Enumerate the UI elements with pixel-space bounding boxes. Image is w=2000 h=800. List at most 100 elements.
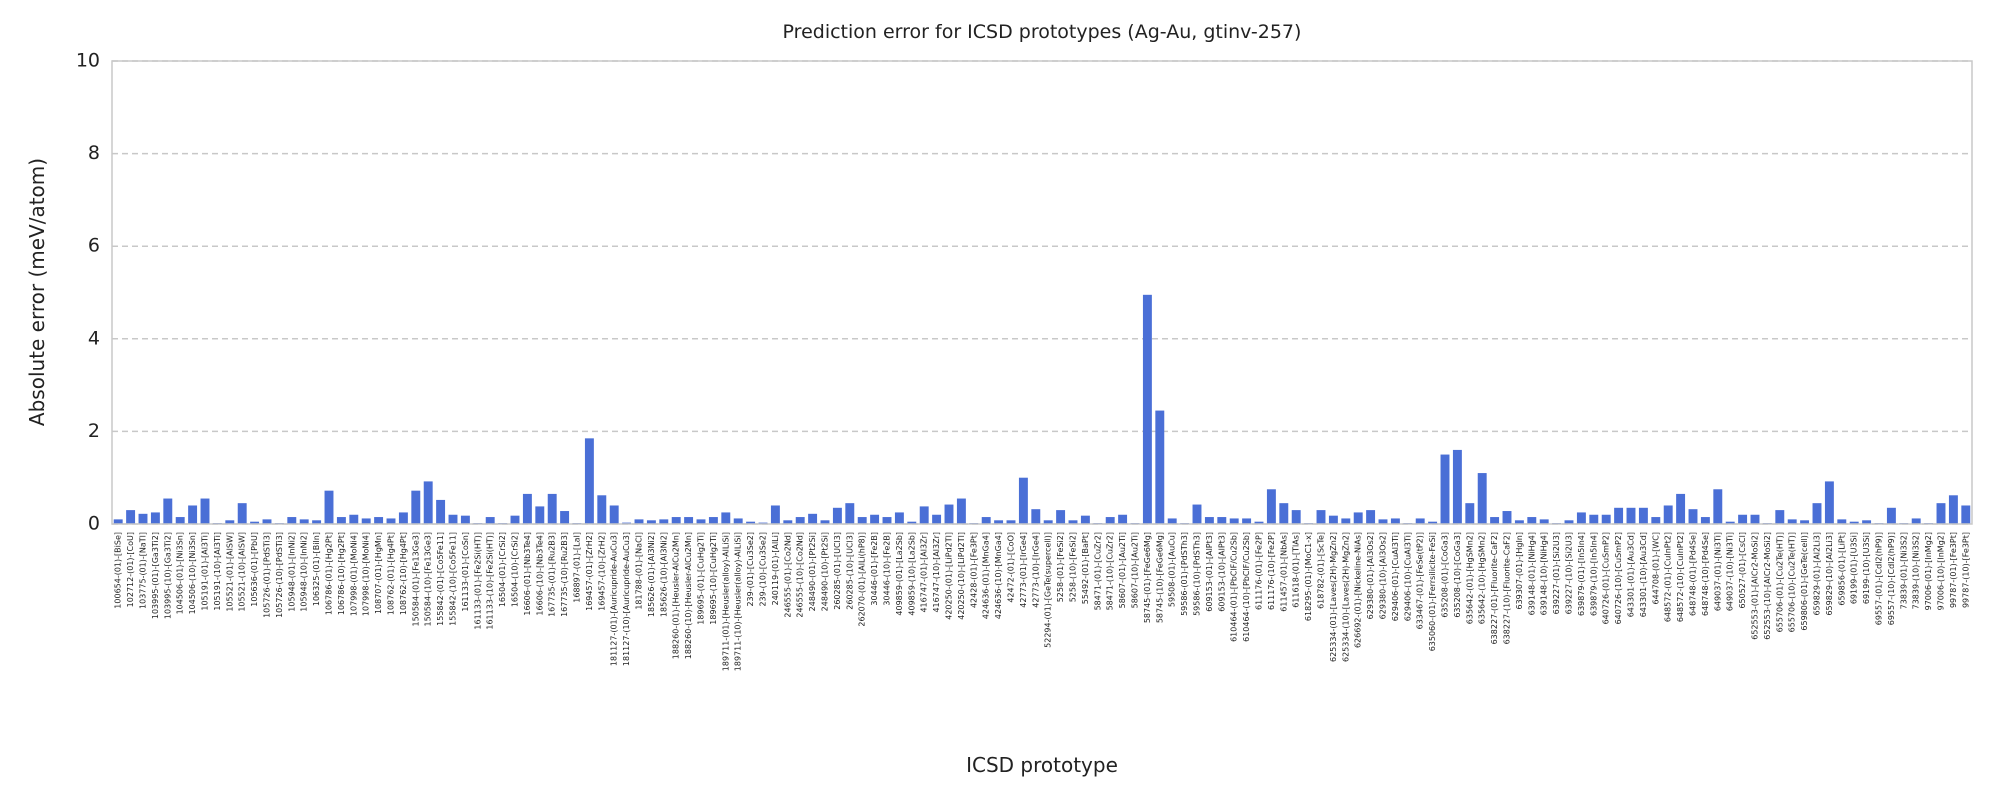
bar (485, 517, 495, 524)
bar (1080, 515, 1090, 524)
bar (1192, 504, 1202, 524)
bar (1651, 517, 1661, 524)
bar (312, 520, 322, 524)
x-tick-label: 185626-(10)-[Al3Ni2] (659, 532, 668, 617)
bar (1056, 510, 1066, 524)
x-tick-label: 108707-(01)-[HgMn] (374, 532, 383, 614)
bar (113, 519, 123, 524)
bar (374, 517, 384, 524)
x-tick-label: 73839-(01)-[Ni3S2] (1899, 532, 1908, 609)
bar (1428, 521, 1438, 524)
x-tick-label: 58607-(10)-[Au2Ti] (1131, 532, 1140, 608)
bar (659, 519, 669, 524)
x-tick-label: 59508-(01)-[AuCu] (1168, 532, 1177, 607)
y-tick-label: 0 (88, 513, 100, 535)
bar (1514, 520, 1524, 524)
bar (1316, 510, 1326, 524)
bar (349, 514, 359, 524)
x-tick-label: 643301-(10)-[Au3Cd] (1639, 532, 1648, 617)
bar (1068, 520, 1078, 524)
x-tick-label: 105948-(10)-[InNi2] (300, 532, 309, 612)
bar (1217, 517, 1227, 524)
x-tick-label: 639307-(01)-[HgIn] (1515, 532, 1524, 610)
x-tick-label: 189695-(10)-[CuHg2Ti] (709, 532, 718, 625)
bar (1353, 512, 1363, 524)
x-tick-label: 103995-(01)-[Ga3Ti2] (151, 532, 160, 619)
bar (423, 481, 433, 524)
bar (1043, 520, 1053, 524)
x-tick-label: 168897-(01)-[LaI] (573, 532, 582, 603)
x-tick-label: 97006-(01)-[InMg2] (1924, 532, 1933, 610)
bar (1601, 514, 1611, 524)
x-tick-label: 610464-(01)-[PbClF/Cu2Sb] (1230, 532, 1239, 642)
bar (1229, 518, 1239, 524)
x-tick-label: 150584-(01)-[Fe13Ge3] (411, 532, 420, 626)
x-tick-label: 618782-(01)-[ScTe] (1317, 532, 1326, 609)
bar (1787, 519, 1797, 524)
x-tick-label: 424636-(10)-[MnGa4] (994, 532, 1003, 619)
x-tick-label: 58745-(01)-[FeGe6Mg] (1143, 532, 1152, 623)
x-tick-label: 69557-(01)-[CdI2(hP9)] (1875, 532, 1884, 625)
bar (684, 517, 694, 524)
x-tick-label: 107998-(01)-[MoNi4] (349, 532, 358, 616)
x-tick-label: 420250-(10)-[LiPd2Tl] (957, 532, 966, 620)
x-tick-label: 644708-(01)-[WC] (1651, 532, 1660, 604)
x-tick-label: 633467-(01)-[FeSe(tP2)] (1416, 532, 1425, 629)
x-tick-label: 639148-(01)-[NiHg4] (1527, 532, 1536, 615)
bar (832, 507, 842, 524)
x-tick-label: 181127-(10)-[Auricupride-AuCu3] (622, 532, 631, 666)
x-tick-label: 262070-(01)-[AlLi(hP8)] (858, 532, 867, 627)
bar (1440, 454, 1450, 524)
bar (150, 512, 160, 524)
x-tick-label: 629406-(10)-[CuAl3Ti] (1403, 532, 1412, 621)
bar (1142, 294, 1152, 524)
bar (584, 438, 594, 524)
chart-title: Prediction error for ICSD prototypes (Ag… (783, 21, 1302, 43)
bar (398, 512, 408, 524)
bar (1105, 517, 1115, 524)
x-tick-label: 659856-(01)-[LiPt] (1837, 532, 1846, 606)
bar (138, 513, 148, 524)
x-tick-label: 52294-(01)-[GeTe(supercell)] (1044, 532, 1053, 648)
bar (1936, 503, 1946, 524)
bar (1576, 512, 1586, 524)
bar (411, 490, 421, 524)
bar (1961, 505, 1971, 524)
x-tick-label: 150584-(10)-[Fe13Ge3] (424, 532, 433, 626)
x-tick-label: 648748-(10)-[Pd4Se] (1701, 532, 1710, 616)
x-tick-label: 648572-(10)-[CuInPt2] (1676, 532, 1685, 622)
x-tick-label: 416747-(10)-[Al3Zr] (932, 532, 941, 613)
x-tick-label: 105948-(01)-[InNi2] (287, 532, 296, 612)
x-tick-label: 30446-(10)-[Fe2B] (883, 532, 892, 606)
bar (1700, 517, 1710, 524)
x-tick-label: 659806-(01)-[GeTe(cell)] (1800, 532, 1809, 631)
x-tick-label: 239-(01)-[Cu3Se2] (746, 532, 755, 607)
bar (1800, 520, 1810, 524)
x-tick-label: 105191-(01)-[Al3Ti] (201, 532, 210, 611)
x-tick-label: 635642-(10)-[HgSMn2] (1478, 532, 1487, 624)
x-tick-label: 102712-(01)-[CoU] (126, 532, 135, 607)
bar (820, 520, 830, 524)
bar (535, 506, 545, 524)
bar (126, 510, 136, 524)
x-tick-label: 108762-(01)-[Hg4Pt] (387, 532, 396, 615)
x-tick-label: 73839-(10)-[Ni3S2] (1912, 532, 1921, 609)
bar (1614, 507, 1624, 524)
bar (956, 498, 966, 524)
bar (994, 520, 1004, 524)
bar (1452, 449, 1462, 524)
x-tick-label: 629406-(01)-[CuAl3Ti] (1391, 532, 1400, 621)
x-tick-label: 58471-(01)-[CuZr2] (1093, 532, 1102, 610)
bar (597, 495, 607, 524)
bar (795, 517, 805, 524)
x-tick-label: 59586-(01)-[PdSTh3] (1180, 532, 1189, 616)
x-tick-label: 248490-(01)-[Pt2Si] (808, 532, 817, 611)
x-tick-label: 609153-(10)-[AlPt3] (1217, 532, 1226, 612)
x-tick-label: 169457-(01)-[ZrH2] (585, 532, 594, 611)
x-tick-label: 635208-(01)-[CoGa3] (1441, 532, 1450, 618)
bar (522, 493, 532, 524)
plot-frame (111, 60, 1973, 525)
bar (770, 505, 780, 524)
bar (262, 519, 272, 524)
x-tick-label: 638227-(01)-[Fluorite-CaF2] (1490, 532, 1499, 644)
